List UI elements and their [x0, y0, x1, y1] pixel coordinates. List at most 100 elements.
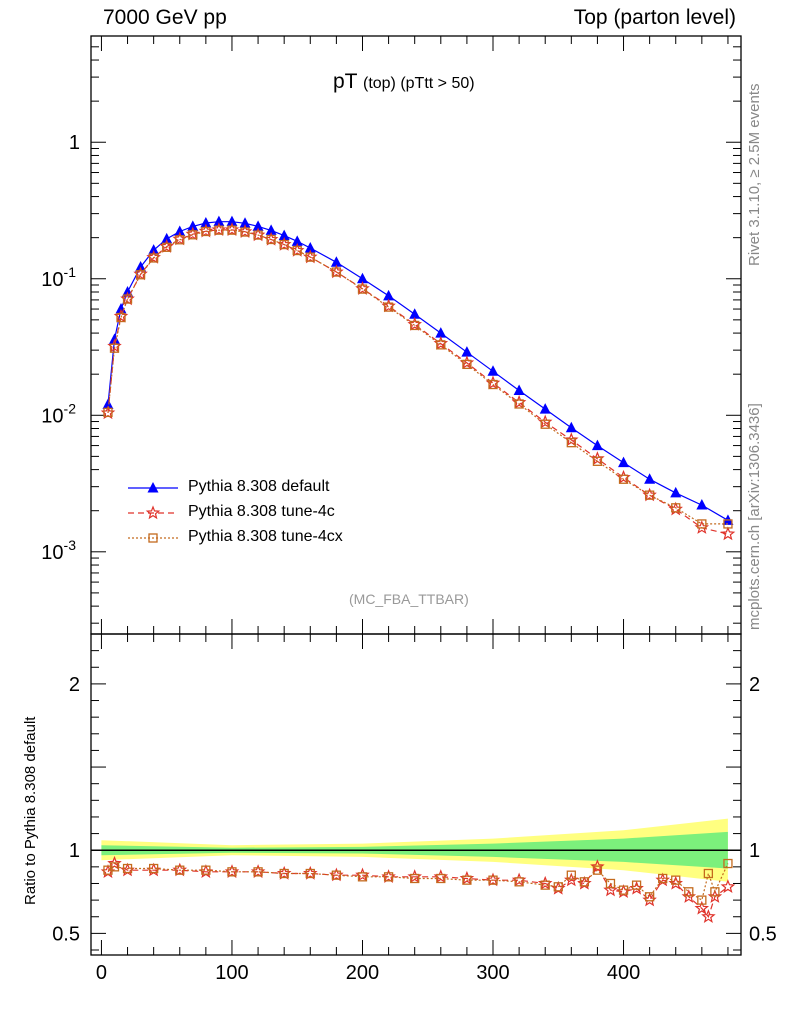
- data-point: [213, 215, 225, 227]
- data-point: [436, 873, 446, 884]
- data-point: [658, 873, 668, 884]
- data-point: [330, 256, 342, 267]
- data-point: [410, 873, 420, 884]
- y-tick-label: 2: [69, 674, 80, 696]
- data-point: [487, 365, 499, 376]
- data-point: [200, 217, 212, 228]
- data-point: [175, 235, 185, 245]
- data-point: [331, 870, 342, 880]
- data-point: [618, 885, 629, 895]
- data-point: [201, 226, 211, 237]
- data-point: [109, 862, 120, 872]
- data-point: [553, 882, 563, 892]
- data-point: [462, 875, 472, 885]
- data-point: [539, 403, 551, 414]
- data-point: [603, 882, 618, 897]
- x-tick-label: 300: [476, 962, 509, 984]
- y-tick-label: 10-1: [41, 264, 76, 291]
- data-point: [227, 867, 237, 877]
- data-point: [162, 242, 172, 252]
- data-point: [305, 252, 315, 262]
- data-point: [357, 284, 368, 294]
- y-tick-label: 0.5: [52, 923, 80, 945]
- data-point: [383, 289, 395, 301]
- data-point: [684, 887, 694, 897]
- data-point: [644, 473, 656, 484]
- data-point: [514, 877, 524, 887]
- data-point: [266, 234, 276, 245]
- data-point: [410, 320, 420, 331]
- data-point: [135, 260, 147, 272]
- y-tick-label-right: 2: [749, 674, 760, 696]
- title-sub: (top) (pTtt > 50): [362, 75, 475, 92]
- main-plot: 1 10-1 10-2 10-3: [41, 35, 742, 635]
- data-point: [671, 875, 681, 885]
- data-point: [540, 419, 550, 429]
- data-point: [579, 877, 590, 887]
- series-line: [107, 229, 728, 525]
- title-main: pT: [333, 70, 358, 93]
- series-line: [107, 862, 729, 918]
- data-point: [122, 863, 133, 874]
- data-point: [356, 272, 368, 284]
- data-point: [253, 867, 263, 877]
- data-point: [240, 227, 250, 237]
- data-point: [592, 865, 603, 875]
- data-point: [644, 490, 655, 500]
- data-point: [710, 887, 720, 897]
- data-point: [488, 875, 498, 885]
- data-point: [383, 302, 394, 312]
- data-point: [305, 868, 315, 879]
- ratio-y-axis-label: Ratio to Pythia 8.308 default: [22, 716, 39, 905]
- series-line: [107, 221, 729, 521]
- y-tick-label-right: 0.5: [749, 923, 777, 945]
- x-tick-label: 200: [346, 962, 379, 984]
- data-point: [591, 439, 603, 451]
- data-point: [187, 220, 199, 231]
- legend-label-tune-4cx: Pythia 8.308 tune-4cx: [188, 528, 343, 545]
- legend-marker: [145, 505, 161, 520]
- data-point: [148, 244, 160, 255]
- y-tick-label: 10-3: [41, 537, 76, 564]
- data-point: [201, 865, 211, 875]
- data-point: [461, 346, 473, 357]
- y-tick-label-right: 1: [749, 840, 760, 862]
- data-point: [214, 225, 224, 235]
- data-point: [102, 398, 114, 409]
- data-point: [252, 220, 264, 231]
- data-point: [566, 870, 576, 880]
- data-point: [174, 225, 186, 236]
- data-point: [279, 239, 289, 250]
- data-point: [670, 486, 682, 498]
- data-point: [723, 519, 733, 529]
- chart-title: pT (top) (pTtt > 50): [333, 70, 475, 94]
- data-point: [122, 294, 133, 304]
- data-point: [488, 379, 498, 390]
- data-point: [278, 229, 290, 241]
- header-collision-label: 7000 GeV pp: [103, 6, 227, 29]
- data-point: [605, 878, 616, 889]
- data-point: [696, 499, 708, 510]
- data-point: [720, 526, 736, 541]
- data-point: [513, 384, 525, 395]
- data-point: [631, 880, 642, 890]
- data-point: [103, 865, 113, 875]
- ratio-plot: 0.5 0.5 1 1 2 2 0 100 200 300 400: [52, 633, 777, 984]
- data-point: [357, 872, 368, 882]
- data-point: [565, 421, 577, 433]
- legend-marker: [147, 482, 159, 493]
- data-point: [644, 892, 655, 902]
- data-point: [618, 456, 630, 468]
- data-point: [279, 868, 289, 879]
- data-point: [175, 865, 185, 875]
- data-point: [292, 245, 302, 256]
- data-point: [149, 253, 159, 263]
- data-point: [291, 235, 303, 246]
- x-tick-label: 100: [215, 962, 248, 984]
- analysis-watermark: (MC_FBA_TTBAR): [349, 591, 469, 607]
- data-point: [540, 880, 550, 890]
- data-point: [436, 340, 446, 350]
- mcplots-reference-label: mcplots.cern.ch [arXiv:1306.3436]: [746, 403, 763, 630]
- data-point: [226, 215, 238, 227]
